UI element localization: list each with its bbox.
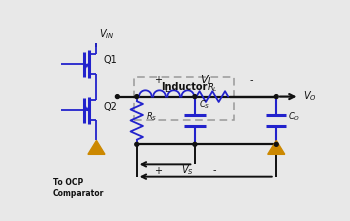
Text: $V_S$: $V_S$ xyxy=(181,164,194,177)
Text: Q1: Q1 xyxy=(104,55,117,65)
Circle shape xyxy=(135,142,139,146)
Polygon shape xyxy=(88,141,105,154)
Text: +: + xyxy=(154,75,162,85)
Text: $V_O$: $V_O$ xyxy=(303,90,317,103)
Circle shape xyxy=(135,95,139,99)
Text: $V_{IN}$: $V_{IN}$ xyxy=(99,27,114,41)
Text: To OCP
Comparator: To OCP Comparator xyxy=(53,178,104,198)
Text: +: + xyxy=(154,166,162,175)
Text: Q2: Q2 xyxy=(104,102,117,112)
Circle shape xyxy=(193,95,197,99)
Text: $R_S$: $R_S$ xyxy=(146,110,158,123)
Text: $R_L$: $R_L$ xyxy=(207,82,218,94)
Circle shape xyxy=(274,95,278,99)
Text: -: - xyxy=(212,166,216,175)
Text: L: L xyxy=(164,85,169,94)
Text: -: - xyxy=(250,75,253,85)
Text: $V_L$: $V_L$ xyxy=(200,73,213,87)
Circle shape xyxy=(116,95,119,99)
Polygon shape xyxy=(268,141,285,154)
Text: $C_S$: $C_S$ xyxy=(199,99,210,111)
Circle shape xyxy=(193,142,197,146)
Text: Inductor: Inductor xyxy=(161,82,207,91)
Text: $C_O$: $C_O$ xyxy=(288,110,300,123)
Circle shape xyxy=(274,142,278,146)
